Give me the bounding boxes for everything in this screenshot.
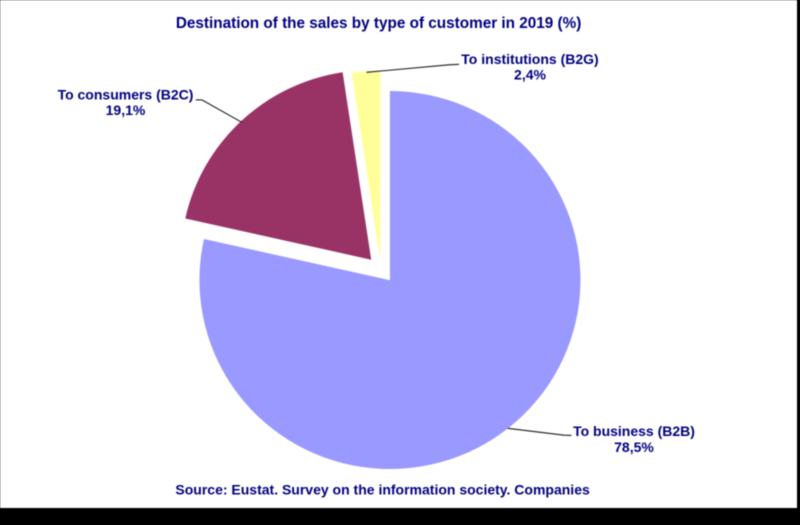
svg-text:78,5%: 78,5%: [614, 439, 654, 455]
svg-text:Source: Eustat. Survey on the: Source: Eustat. Survey on the informatio…: [175, 482, 590, 498]
svg-text:2,4%: 2,4%: [514, 67, 546, 83]
svg-text:Destination of the sales by ty: Destination of the sales by type of cust…: [176, 15, 581, 32]
svg-text:19,1%: 19,1%: [106, 102, 146, 118]
svg-text:To consumers (B2C): To consumers (B2C): [58, 86, 194, 102]
svg-text:To institutions (B2G): To institutions (B2G): [461, 51, 598, 67]
svg-text:To business (B2B): To business (B2B): [573, 423, 695, 439]
